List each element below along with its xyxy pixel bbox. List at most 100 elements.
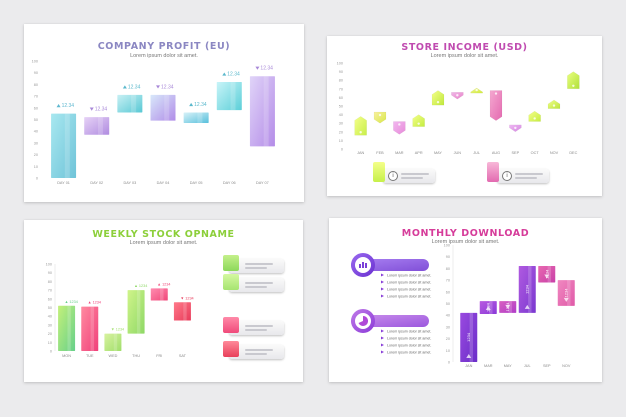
data-label: ▼ 1234 — [111, 328, 124, 332]
bar — [58, 305, 76, 351]
arrow-up-icon — [222, 72, 227, 76]
company-profit-chart: 0 10 20 30 40 50 60 70 80 90 100 12.34 DAY 01 12.34 DA… — [32, 60, 275, 185]
text-line — [245, 349, 273, 351]
bullet-icon — [381, 273, 384, 277]
bar-highlight — [230, 82, 236, 111]
bar-highlight — [64, 113, 70, 178]
data-label: 12.34 — [194, 102, 207, 108]
bar-highlight — [90, 306, 94, 351]
x-tick-label: DEC — [569, 151, 577, 155]
list-item-text: Lorem ipsum dolor sit amet. — [387, 287, 431, 291]
bar — [373, 111, 387, 124]
data-label: 12.34 — [227, 72, 240, 78]
bar-highlight — [131, 94, 137, 113]
y-tick-label: 0 — [36, 177, 38, 181]
bar-highlight — [160, 288, 164, 301]
bar — [249, 76, 275, 147]
y-tick-label: 80 — [446, 267, 450, 271]
bar — [104, 333, 122, 351]
bar-highlight — [469, 312, 473, 362]
x-tick-label: JAN — [357, 151, 364, 155]
y-tick-label: 10 — [34, 165, 38, 169]
bar — [173, 302, 191, 321]
data-label: ▲ 1234 — [134, 284, 147, 288]
x-tick-label: THU — [132, 354, 140, 358]
data-label: ▲ 1234 — [157, 282, 170, 286]
y-tick-label: 50 — [446, 302, 450, 306]
bar-highlight — [164, 94, 170, 121]
y-tick-label: 70 — [446, 279, 450, 283]
bar-highlight — [183, 302, 187, 321]
x-tick-label: JUL — [473, 151, 480, 155]
y-tick-label: 30 — [339, 122, 343, 126]
y-tick-label: 0 — [341, 148, 343, 152]
x-tick-label: FRI — [156, 354, 162, 358]
chart-icon — [223, 317, 239, 333]
y-tick-label: 0 — [448, 361, 450, 365]
bar-highlight — [508, 301, 512, 313]
y-tick-label: 30 — [48, 323, 52, 327]
tag-icon — [373, 162, 385, 182]
bar-hole — [456, 94, 459, 97]
bullet-icon — [381, 343, 384, 347]
text-line — [245, 282, 273, 284]
bullet-icon — [381, 287, 384, 291]
data-label: 12.34 — [95, 107, 108, 113]
y-tick-label: 10 — [339, 139, 343, 143]
info-icon: i — [502, 171, 512, 181]
bar — [183, 112, 209, 124]
y-tick-label: 30 — [446, 325, 450, 329]
bar — [489, 90, 503, 121]
x-tick-label: SEP — [512, 151, 520, 155]
bar-highlight — [197, 112, 203, 124]
y-tick-label: 100 — [337, 62, 343, 66]
arrow-down-icon — [255, 66, 260, 70]
text-line — [245, 353, 267, 355]
icon-bar — [359, 264, 361, 268]
data-label: 1234 — [564, 288, 569, 298]
bar-highlight — [67, 305, 71, 351]
bar — [127, 290, 145, 334]
y-tick-label: 80 — [34, 83, 38, 87]
x-tick-label: JUN — [454, 151, 462, 155]
arrow-down-icon — [156, 85, 160, 89]
bar-hole — [436, 100, 440, 104]
bar — [431, 90, 445, 106]
text-line — [245, 329, 267, 331]
icon-bar — [362, 262, 364, 268]
data-label: 12.34 — [260, 66, 273, 72]
y-tick-label: 100 — [46, 263, 52, 267]
bar — [81, 306, 99, 351]
panel-subtitle: Lorem ipsum dolor sit amet. — [130, 53, 198, 59]
panel-title: STORE INCOME (USD) — [401, 42, 528, 53]
bar-hole — [398, 123, 401, 126]
legend-card — [223, 341, 284, 359]
y-tick-label: 10 — [48, 341, 52, 345]
data-label: ▲ 1234 — [65, 300, 78, 304]
y-tick-label: 20 — [339, 130, 343, 134]
y-tick-label: 100 — [32, 60, 38, 64]
bar — [51, 113, 77, 178]
y-tick-label: 100 — [444, 244, 450, 248]
list-item-text: Lorem ipsum dolor sit amet. — [387, 294, 431, 298]
bar-highlight — [567, 280, 571, 306]
bar — [567, 71, 580, 89]
x-tick-label: TUE — [86, 354, 94, 358]
arrow-down-icon — [89, 107, 94, 111]
text-line — [515, 173, 543, 175]
bar — [150, 94, 176, 121]
weekly-stock-chart: 0 10 20 30 40 50 60 70 80 90 100 ▲ 1234 MON ▲ 1234 TUE… — [46, 263, 194, 359]
data-label: 1234 — [544, 269, 549, 279]
x-tick-label: SEP — [543, 364, 551, 368]
data-label: 12.34 — [128, 84, 141, 90]
x-tick-label: DAY 02 — [90, 181, 103, 185]
bar-hole — [359, 131, 362, 134]
y-tick-label: 70 — [48, 289, 52, 293]
y-tick-label: 50 — [339, 105, 343, 109]
text-line — [401, 177, 423, 179]
legend-card — [223, 274, 284, 292]
arrow-up-icon — [485, 306, 491, 311]
panel-subtitle: Lorem ipsum dolor sit amet. — [430, 53, 499, 59]
y-tick-label: 40 — [34, 130, 38, 134]
bar-highlight — [263, 76, 269, 147]
